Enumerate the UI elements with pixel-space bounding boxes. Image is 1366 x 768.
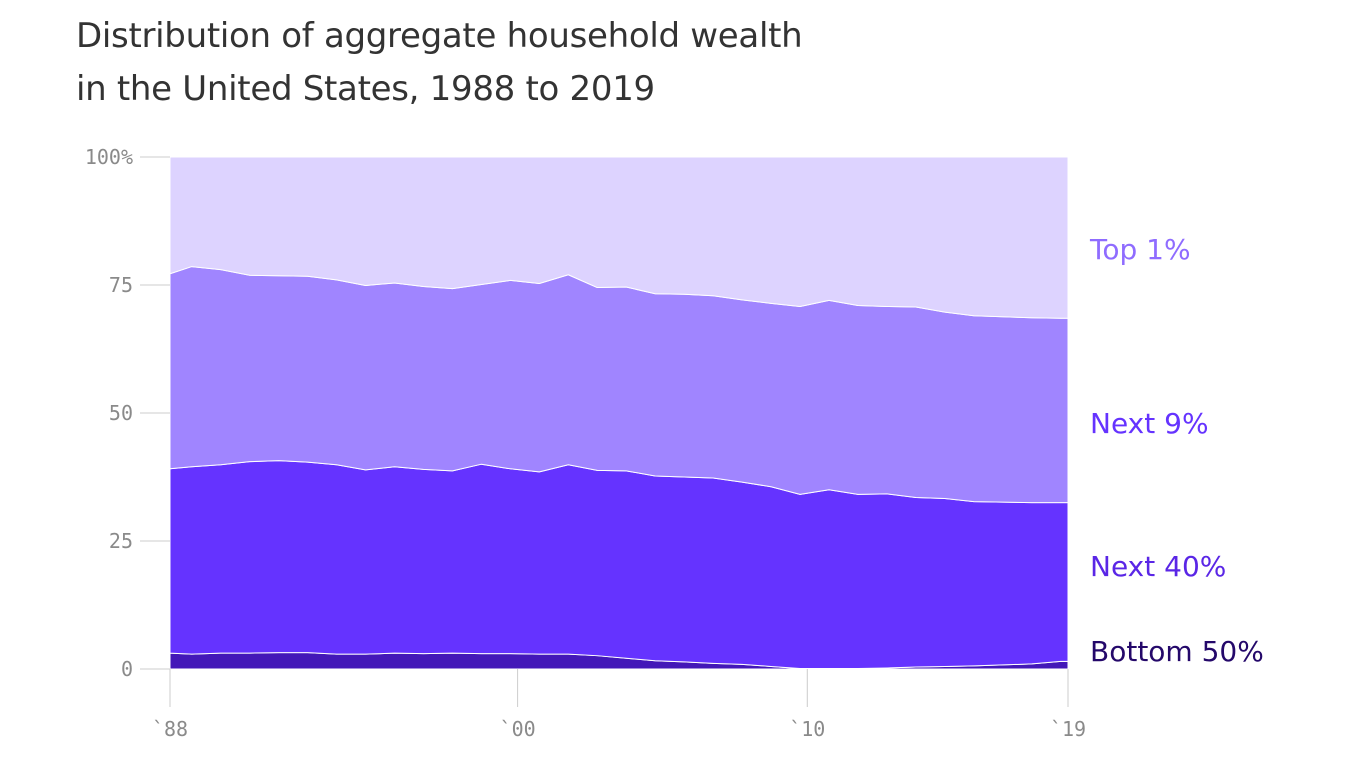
series-labels: Bottom 50% Next 40% Next 9% Top 1%: [1089, 233, 1264, 668]
y-tick-label: 25: [109, 529, 133, 553]
chart-title-line-2: in the United States, 1988 to 2019: [76, 69, 655, 109]
chart-title: Distribution of aggregate household weal…: [76, 10, 976, 116]
x-tick-label: `19: [1050, 717, 1086, 741]
series-label-next-9: Next 9%: [1090, 407, 1209, 440]
y-tick-label: 0: [121, 657, 133, 681]
series-label-next-40: Next 40%: [1090, 550, 1226, 583]
chart-title-line-1: Distribution of aggregate household weal…: [76, 16, 803, 56]
x-tick-label: `88: [152, 717, 188, 741]
y-tick-label: 50: [109, 401, 133, 425]
area-layers: [169, 156, 1069, 670]
x-tick-label: `00: [500, 717, 536, 741]
y-tick-label: 75: [109, 273, 133, 297]
y-tick-label: 100%: [85, 145, 133, 169]
series-label-bottom-50: Bottom 50%: [1090, 635, 1264, 668]
axes: 0 25 50 75 100% `88 `00 `10 `19: [85, 145, 1086, 741]
area-top-1: [169, 156, 1069, 319]
series-label-top-1: Top 1%: [1089, 233, 1191, 266]
x-tick-label: `10: [789, 717, 825, 741]
